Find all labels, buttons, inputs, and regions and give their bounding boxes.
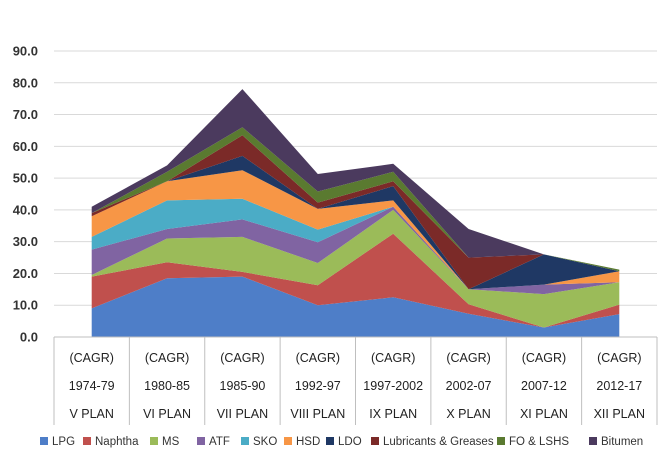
category-label: XII PLAN [594, 407, 645, 421]
category-label: (CAGR) [371, 351, 415, 365]
category-label: IX PLAN [369, 407, 417, 421]
legend-label-naphtha: Naphtha [95, 436, 139, 448]
category-label: VIII PLAN [290, 407, 345, 421]
y-tick-label: 40.0 [13, 202, 38, 217]
area-series [91, 89, 620, 337]
y-tick-label: 90.0 [13, 44, 38, 59]
legend-label-lubricants-and-greases: Lubricants & Greases [383, 436, 494, 448]
area-ldo [91, 155, 620, 290]
area-atf [91, 206, 620, 295]
category-label: VII PLAN [217, 407, 268, 421]
category-label: (CAGR) [296, 351, 340, 365]
category-label: 1992-97 [295, 379, 341, 393]
legend-swatch-fo-and-lshs [497, 437, 505, 445]
category-label: X PLAN [446, 407, 490, 421]
category-label: XI PLAN [520, 407, 568, 421]
legend-label-sko: SKO [253, 436, 277, 448]
y-tick-label: 30.0 [13, 234, 38, 249]
legend-swatch-bitumen [589, 437, 597, 445]
legend-label-lpg: LPG [52, 436, 75, 448]
category-label: (CAGR) [446, 351, 490, 365]
y-tick-label: 80.0 [13, 75, 38, 90]
legend-label-hsd: HSD [296, 436, 320, 448]
area-lpg [91, 276, 620, 337]
category-label: V PLAN [69, 407, 113, 421]
area-ms [91, 209, 620, 328]
y-tick-label: 10.0 [13, 298, 38, 313]
y-tick-label: 60.0 [13, 139, 38, 154]
legend[interactable]: LPG Naphtha MS ATF SKO HSD LDO Lubricants & Gre… [40, 436, 643, 448]
x-axis-categories: (CAGR) 1974-79 V PLAN (CAGR) 1980-85 VI PLAN (… [69, 351, 645, 421]
legend-swatch-lubricants-and-greases [371, 437, 379, 445]
area-sko [91, 198, 620, 290]
category-label: 1985-90 [220, 379, 266, 393]
legend-label-bitumen: Bitumen [601, 436, 643, 448]
legend-swatch-sko [241, 437, 249, 445]
category-label: 2002-07 [446, 379, 492, 393]
y-tick-label: 20.0 [13, 266, 38, 281]
category-label: 1980-85 [144, 379, 190, 393]
legend-swatch-ms [150, 437, 158, 445]
category-label: 1974-79 [69, 379, 115, 393]
legend-swatch-ldo [326, 437, 334, 445]
category-label: 2012-17 [596, 379, 642, 393]
y-axis-ticks: 0.0 10.0 20.0 30.0 40.0 50.0 60.0 70.0 80.0 90.0 [13, 44, 38, 345]
area-bitumen [91, 89, 620, 270]
y-tick-label: 50.0 [13, 171, 38, 186]
legend-label-atf: ATF [209, 436, 230, 448]
legend-label-ldo: LDO [338, 436, 362, 448]
category-label: 2007-12 [521, 379, 567, 393]
category-label: (CAGR) [597, 351, 641, 365]
area-naphtha [91, 233, 620, 328]
legend-label-ms: MS [162, 436, 180, 448]
legend-swatch-hsd [284, 437, 292, 445]
category-label: VI PLAN [143, 407, 191, 421]
category-label: 1997-2002 [363, 379, 423, 393]
category-label: (CAGR) [220, 351, 264, 365]
legend-label-fo-and-lshs: FO & LSHS [509, 436, 569, 448]
category-label: (CAGR) [145, 351, 189, 365]
y-tick-label: 70.0 [13, 107, 38, 122]
legend-swatch-lpg [40, 437, 48, 445]
category-label: (CAGR) [69, 351, 113, 365]
legend-swatch-atf [197, 437, 205, 445]
legend-swatch-naphtha [83, 437, 91, 445]
axes [53, 336, 658, 425]
category-label: (CAGR) [522, 351, 566, 365]
y-tick-label: 0.0 [20, 330, 38, 345]
